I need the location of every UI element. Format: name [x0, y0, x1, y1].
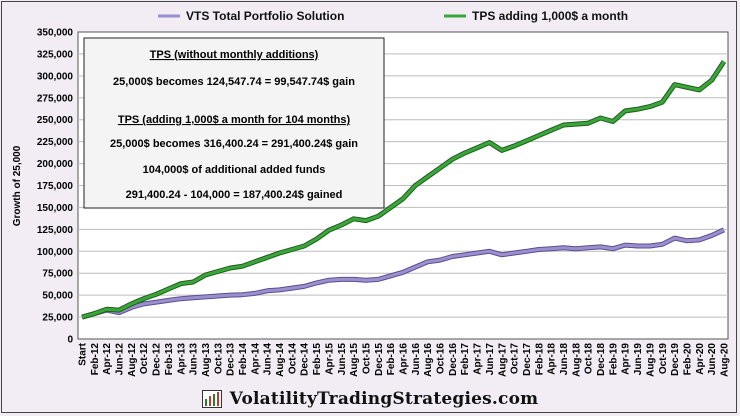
- y-tick-label: 125,000: [37, 225, 74, 236]
- x-tick-label: Feb-12: [90, 343, 101, 376]
- annotation-line-added-funds: 104,000$ of additional added funds: [143, 164, 326, 176]
- y-tick-label: 200,000: [37, 159, 74, 170]
- annotation-heading-adding: TPS (adding 1,000$ a month for 104 month…: [118, 114, 351, 126]
- y-tick-label: 250,000: [37, 115, 74, 126]
- annotation-heading-without: TPS (without monthly additions): [150, 49, 319, 61]
- x-tick-label: Dec-14: [300, 343, 311, 376]
- x-tick-label: Dec-13: [226, 343, 237, 376]
- x-tick-label: Jun-18: [559, 343, 570, 376]
- x-tick-label: Oct-17: [510, 343, 521, 375]
- x-tick-label: Feb-19: [608, 343, 619, 376]
- x-tick-label: Aug-18: [571, 343, 582, 377]
- x-tick-label: Aug-17: [497, 343, 508, 377]
- x-tick-label: Aug-14: [275, 343, 286, 377]
- series-line-tps: [81, 60, 726, 319]
- x-tick-label: Apr-17: [473, 343, 484, 375]
- x-tick-label: Oct-15: [361, 343, 372, 375]
- y-tick-label: 50,000: [42, 291, 73, 302]
- legend-label-vts: VTS Total Portfolio Solution: [186, 9, 344, 23]
- y-tick-label: 175,000: [37, 181, 74, 192]
- x-tick-label: Apr-15: [324, 343, 335, 375]
- x-tick-label: Oct-14: [287, 343, 298, 375]
- y-axis-ticks: 0 25,000 50,000 75,000 100,000 125,000 150,000…: [37, 28, 74, 346]
- y-tick-label: 100,000: [37, 247, 74, 258]
- x-tick-label: Apr-20: [695, 343, 706, 375]
- x-tick-label: Oct-18: [584, 343, 595, 375]
- x-tick-label: Dec-18: [596, 343, 607, 376]
- y-tick-label: 300,000: [37, 71, 74, 82]
- footer: VolatilityTradingStrategies.com: [0, 386, 740, 412]
- x-tick-label: Feb-17: [460, 343, 471, 376]
- x-tick-label: Aug-12: [127, 343, 138, 377]
- x-tick-label: Dec-12: [152, 343, 163, 376]
- y-tick-label: 275,000: [37, 93, 74, 104]
- x-tick-label: Apr-14: [250, 343, 261, 375]
- line-chart: VTS Total Portfolio Solution TPS adding …: [12, 9, 731, 377]
- x-tick-label: Jun-20: [707, 343, 718, 376]
- x-tick-label: Aug-13: [201, 343, 212, 377]
- x-tick-label: Feb-13: [164, 343, 175, 376]
- y-tick-label: 75,000: [42, 269, 73, 280]
- annotation-background: [83, 37, 385, 209]
- y-tick-label: 225,000: [37, 137, 74, 148]
- x-tick-label: Jun-13: [189, 343, 200, 376]
- x-tick-label: Oct-16: [436, 343, 447, 375]
- x-tick-label: Apr-16: [399, 343, 410, 375]
- x-tick-label: Apr-12: [102, 343, 113, 375]
- x-tick-label: Jun-17: [485, 343, 496, 376]
- x-tick-label: Start: [78, 342, 89, 365]
- x-tick-label: Jun-15: [337, 343, 348, 376]
- legend: VTS Total Portfolio Solution TPS adding …: [158, 9, 628, 23]
- legend-label-tps: TPS adding 1,000$ a month: [472, 9, 628, 23]
- x-tick-label: Jun-12: [115, 343, 126, 376]
- annotation-line-gain-adding: 25,000$ becomes 316,400.24 = 291,400.24$…: [110, 138, 358, 150]
- x-tick-label: Jun-14: [263, 343, 274, 376]
- x-tick-label: Aug-19: [645, 343, 656, 377]
- footer-site-name: VolatilityTradingStrategies.com: [229, 389, 539, 409]
- x-tick-label: Apr-19: [621, 343, 632, 375]
- x-tick-label: Feb-18: [534, 343, 545, 376]
- series-lines: [81, 60, 727, 320]
- x-tick-label: Aug-20: [720, 343, 731, 377]
- annotation-box: TPS (without monthly additions) 25,000$ …: [83, 37, 385, 209]
- x-tick-label: Feb-14: [238, 343, 249, 376]
- x-tick-label: Dec-15: [374, 343, 385, 376]
- x-tick-label: Oct-12: [139, 343, 150, 375]
- x-tick-label: Aug-16: [423, 343, 434, 377]
- x-tick-label: Apr-13: [176, 343, 187, 375]
- x-tick-label: Aug-15: [349, 343, 360, 377]
- y-axis-label: Growth of 25,000: [12, 145, 23, 226]
- y-tick-label: 25,000: [42, 313, 73, 324]
- y-tick-label: 325,000: [37, 49, 74, 60]
- x-axis-ticks: Start Feb-12 Apr-12 Jun-12 Aug-12 Oct-12 Dec-1…: [78, 342, 731, 377]
- x-tick-label: Feb-15: [312, 343, 323, 376]
- chart-logo-icon: [201, 390, 222, 408]
- y-tick-label: 350,000: [37, 28, 74, 39]
- x-tick-label: Jun-19: [633, 343, 644, 376]
- annotation-line-gain-without: 25,000$ becomes 124,547.74 = 99,547.74$ …: [113, 76, 355, 88]
- x-tick-label: Apr-18: [547, 343, 558, 375]
- x-tick-label: Feb-16: [386, 343, 397, 376]
- x-tick-label: Dec-19: [670, 343, 681, 376]
- y-tick-label: 150,000: [37, 203, 74, 214]
- x-tick-label: Dec-17: [522, 343, 533, 376]
- series-line-vts: [81, 228, 725, 319]
- x-tick-label: Dec-16: [448, 343, 459, 376]
- x-tick-label: Feb-20: [682, 343, 693, 376]
- annotation-line-net-gain: 291,400.24 - 104,000 = 187,400.24$ gaine…: [126, 189, 343, 201]
- y-tick-label: 0: [67, 335, 73, 346]
- x-tick-label: Jun-16: [411, 343, 422, 376]
- x-tick-label: Oct-19: [658, 343, 669, 375]
- x-tick-label: Oct-13: [213, 343, 224, 375]
